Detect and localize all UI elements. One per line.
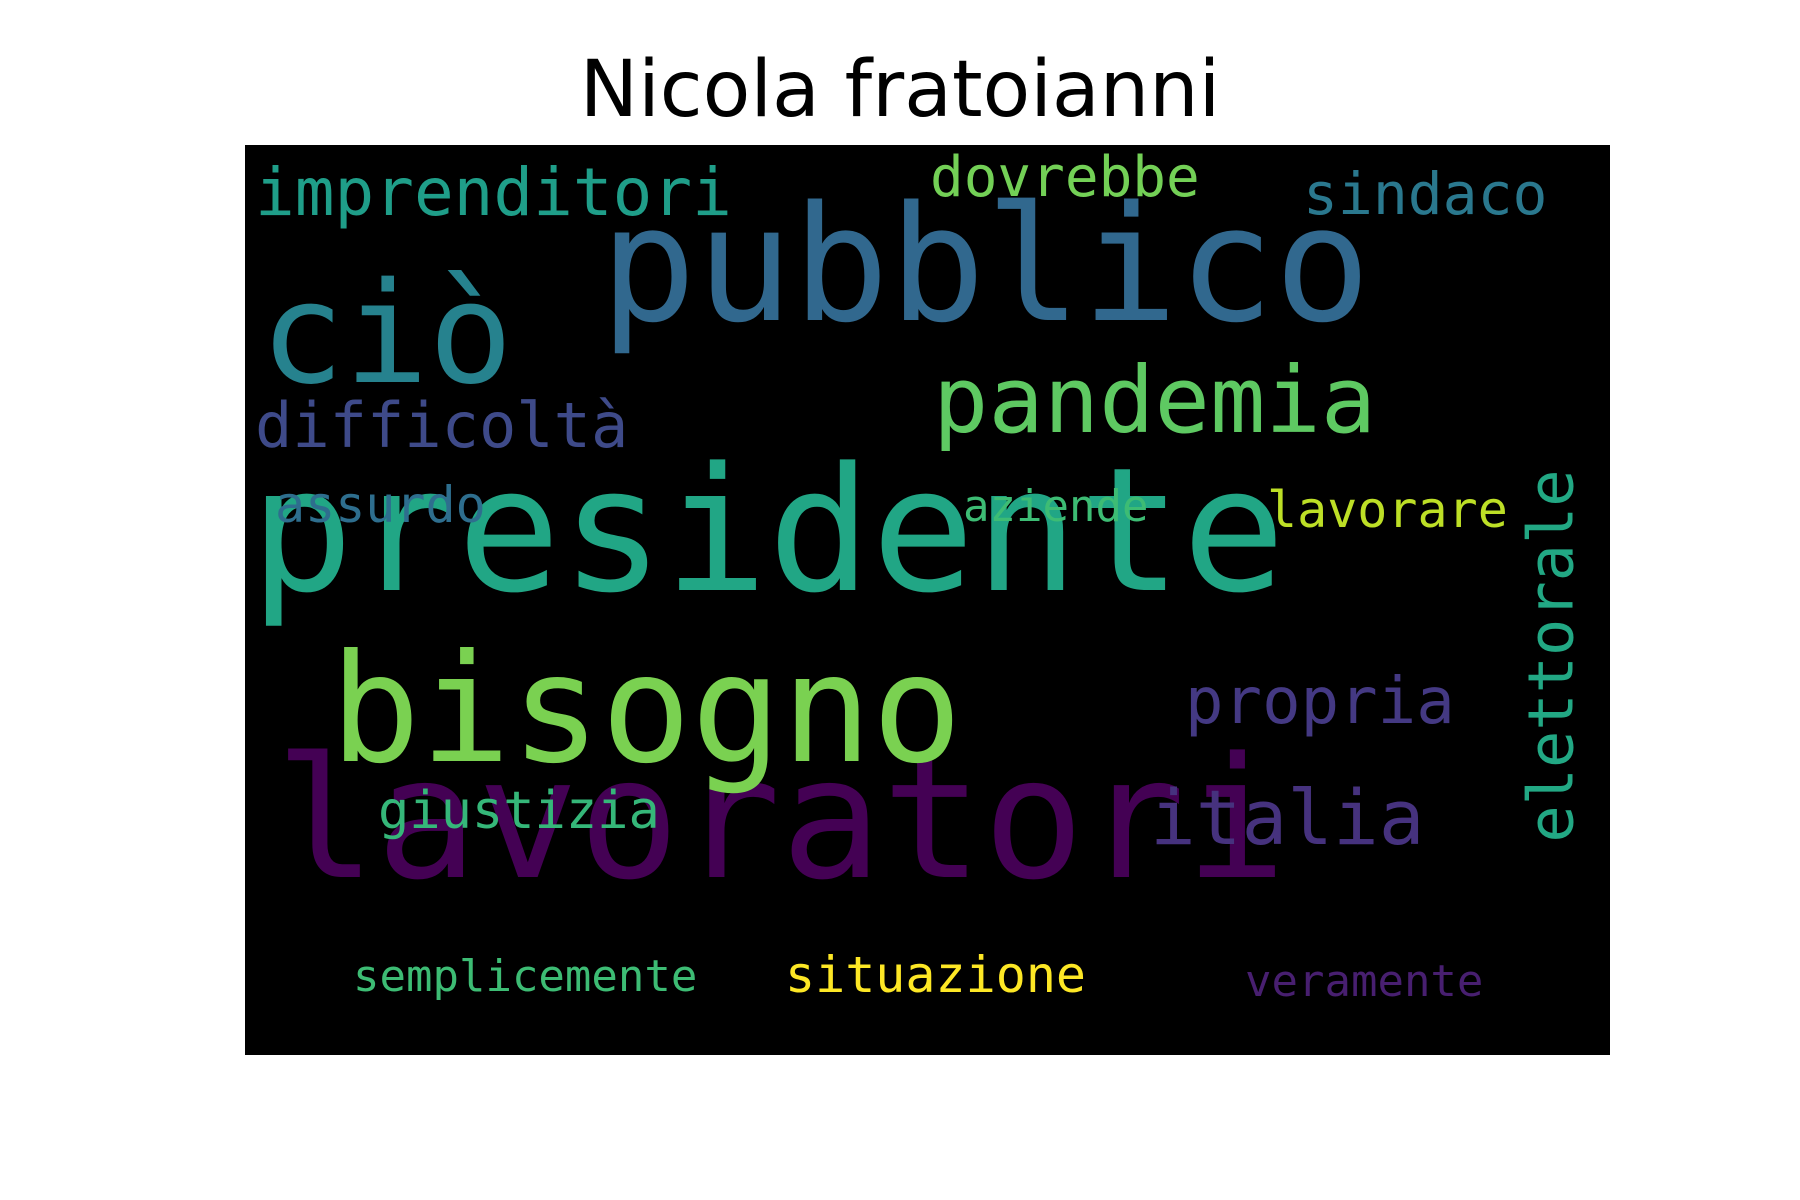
word-veramente: veramente [1245, 956, 1484, 1007]
word-cloud-canvas: presidente lavoratori pubblico bisogno c… [245, 145, 1610, 1055]
word-bisogno: bisogno [330, 623, 963, 797]
word-imprenditori: imprenditori [255, 154, 732, 231]
word-assurdo: assurdo [275, 476, 486, 534]
word-dovrebbe: dovrebbe [930, 145, 1200, 210]
word-propria: propria [1185, 665, 1455, 739]
word-presidente: presidente [250, 430, 1286, 631]
word-elettorale: elettorale [1514, 469, 1588, 843]
word-pubblico: pubblico [600, 171, 1371, 358]
word-pandemia: pandemia [933, 347, 1377, 454]
word-aziende: aziende [963, 481, 1149, 532]
word-italia: italia [1150, 773, 1425, 862]
figure-title: Nicola fratoianni [579, 45, 1221, 135]
word-giustizia: giustizia [378, 781, 660, 841]
word-semplicemente: semplicemente [353, 951, 698, 1002]
word-cio: ciò [260, 253, 513, 416]
word-sindaco: sindaco [1303, 160, 1548, 228]
word-lavorare: lavorare [1267, 481, 1508, 539]
word-lavoratori: lavoratori [275, 721, 1287, 917]
word-difficolta: difficoltà [255, 389, 629, 462]
word-situazione: situazione [785, 946, 1087, 1004]
